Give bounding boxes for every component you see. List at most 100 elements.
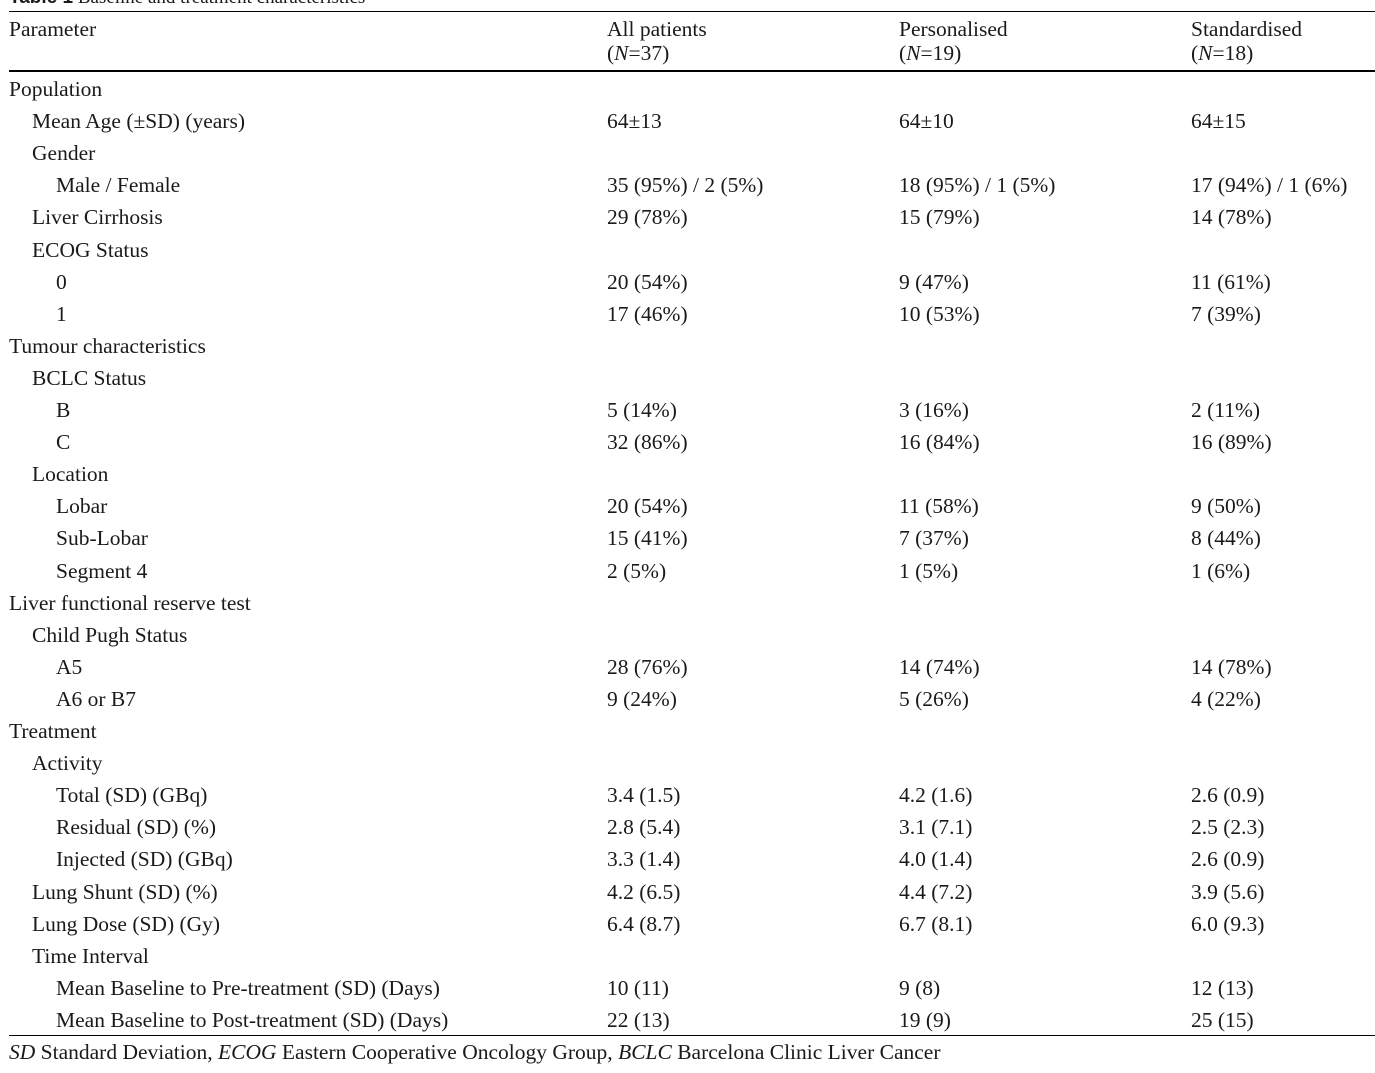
cell-standardised: 17 (94%) / 1 (6%) [1191, 173, 1348, 197]
row-label: 1 [56, 302, 67, 326]
row-label: C [56, 430, 71, 454]
cell-all-patients: 2 (5%) [607, 559, 667, 583]
n-value: 18 [1224, 41, 1247, 65]
row-label: A5 [56, 655, 83, 679]
header-all-patients-label: All patients [607, 17, 707, 41]
row-label: Mean Baseline to Pre-treatment (SD) (Day… [56, 976, 440, 1000]
row-label: Mean Age (±SD) (years) [32, 109, 245, 133]
header-all-patients: All patients (N=37) [607, 17, 707, 65]
cell-all-patients: 4.2 (6.5) [607, 880, 681, 904]
cell-all-patients: 35 (95%) / 2 (5%) [607, 173, 764, 197]
cell-personalised: 64±10 [899, 109, 954, 133]
row-label: ECOG Status [32, 238, 149, 262]
cell-personalised: 4.0 (1.4) [899, 847, 973, 871]
cell-all-patients: 32 (86%) [607, 430, 688, 454]
cell-all-patients: 28 (76%) [607, 655, 688, 679]
cell-personalised: 9 (47%) [899, 270, 969, 294]
header-rule [9, 70, 1375, 72]
cell-personalised: 16 (84%) [899, 430, 980, 454]
cell-all-patients: 29 (78%) [607, 205, 688, 229]
row-label: Time Interval [32, 944, 149, 968]
cell-personalised: 5 (26%) [899, 687, 969, 711]
cell-standardised: 9 (50%) [1191, 494, 1261, 518]
n-symbol: N [1198, 41, 1213, 65]
cell-standardised: 3.9 (5.6) [1191, 880, 1265, 904]
row-label: Location [32, 462, 109, 486]
section-heading: Tumour characteristics [9, 334, 206, 358]
cell-standardised: 8 (44%) [1191, 526, 1261, 550]
section-heading: Treatment [9, 719, 97, 743]
header-standardised: Standardised (N=18) [1191, 17, 1302, 65]
table-label: Table 1 [9, 0, 73, 8]
cell-all-patients: 20 (54%) [607, 270, 688, 294]
header-all-patients-n: (N=37) [607, 41, 670, 65]
cell-personalised: 15 (79%) [899, 205, 980, 229]
table-title: Baseline and treatment characteristics [78, 0, 366, 8]
footnote-abbr: SD [9, 1040, 36, 1064]
table-bottom-rule [9, 1035, 1375, 1036]
cell-all-patients: 6.4 (8.7) [607, 912, 681, 936]
cell-standardised: 7 (39%) [1191, 302, 1261, 326]
section-heading: Liver functional reserve test [9, 591, 251, 615]
row-label: Lung Shunt (SD) (%) [32, 880, 218, 904]
header-parameter-label: Parameter [9, 17, 97, 41]
n-symbol: N [906, 41, 921, 65]
row-label: A6 or B7 [56, 687, 137, 711]
cell-personalised: 4.4 (7.2) [899, 880, 973, 904]
row-label: Liver Cirrhosis [32, 205, 163, 229]
footnote-abbr: BCLC [618, 1040, 672, 1064]
table-footnote: SD Standard Deviation, ECOG Eastern Coop… [9, 1040, 940, 1064]
table-caption: Table 1 Baseline and treatment character… [9, 0, 365, 8]
footnote-text: Barcelona Clinic Liver Cancer [671, 1040, 941, 1064]
cell-standardised: 16 (89%) [1191, 430, 1272, 454]
cell-standardised: 64±15 [1191, 109, 1246, 133]
row-label: Segment 4 [56, 559, 148, 583]
cell-personalised: 11 (58%) [899, 494, 979, 518]
n-value: 19 [932, 41, 955, 65]
cell-standardised: 14 (78%) [1191, 655, 1272, 679]
cell-personalised: 3.1 (7.1) [899, 815, 973, 839]
cell-personalised: 18 (95%) / 1 (5%) [899, 173, 1056, 197]
cell-personalised: 4.2 (1.6) [899, 783, 973, 807]
cell-all-patients: 3.4 (1.5) [607, 783, 681, 807]
cell-personalised: 7 (37%) [899, 526, 969, 550]
cell-standardised: 12 (13) [1191, 976, 1254, 1000]
cell-personalised: 3 (16%) [899, 398, 969, 422]
row-label: 0 [56, 270, 67, 294]
header-personalised-n: (N=19) [899, 41, 962, 65]
n-symbol: N [614, 41, 629, 65]
cell-all-patients: 10 (11) [607, 976, 669, 1000]
cell-all-patients: 22 (13) [607, 1008, 670, 1032]
header-parameter: Parameter [9, 17, 96, 41]
cell-standardised: 2.6 (0.9) [1191, 783, 1265, 807]
row-label: Residual (SD) (%) [56, 815, 217, 839]
row-label: Mean Baseline to Post-treatment (SD) (Da… [56, 1008, 449, 1032]
table-top-rule [9, 11, 1375, 12]
row-label: Gender [32, 141, 96, 165]
row-label: Lobar [56, 494, 108, 518]
cell-standardised: 4 (22%) [1191, 687, 1261, 711]
row-label: Activity [32, 751, 103, 775]
header-personalised: Personalised (N=19) [899, 17, 1008, 65]
header-standardised-n: (N=18) [1191, 41, 1254, 65]
cell-all-patients: 3.3 (1.4) [607, 847, 681, 871]
footnote-abbr: ECOG [218, 1040, 277, 1064]
cell-standardised: 2.6 (0.9) [1191, 847, 1265, 871]
cell-personalised: 6.7 (8.1) [899, 912, 973, 936]
cell-standardised: 11 (61%) [1191, 270, 1271, 294]
cell-standardised: 6.0 (9.3) [1191, 912, 1265, 936]
cell-personalised: 10 (53%) [899, 302, 980, 326]
cell-standardised: 14 (78%) [1191, 205, 1272, 229]
cell-standardised: 2.5 (2.3) [1191, 815, 1265, 839]
cell-standardised: 2 (11%) [1191, 398, 1261, 422]
section-heading: Population [9, 77, 103, 101]
cell-personalised: 14 (74%) [899, 655, 980, 679]
row-label: Total (SD) (GBq) [56, 783, 208, 807]
cell-personalised: 9 (8) [899, 976, 941, 1000]
cell-all-patients: 64±13 [607, 109, 662, 133]
cell-standardised: 25 (15) [1191, 1008, 1254, 1032]
cell-all-patients: 5 (14%) [607, 398, 677, 422]
row-label: Injected (SD) (GBq) [56, 847, 233, 871]
header-personalised-label: Personalised [899, 17, 1008, 41]
cell-personalised: 19 (9) [899, 1008, 951, 1032]
